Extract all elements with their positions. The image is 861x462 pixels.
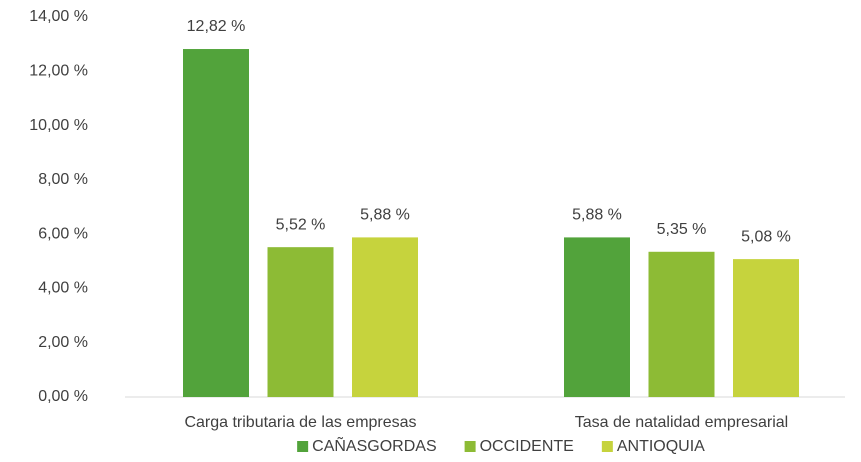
- y-tick-label: 10,00 %: [29, 117, 88, 134]
- y-tick-label: 4,00 %: [38, 280, 88, 297]
- y-tick-label: 12,00 %: [29, 63, 88, 80]
- bar: [733, 259, 799, 397]
- data-label: 5,52 %: [276, 216, 326, 233]
- legend-label: CAÑASGORDAS: [312, 435, 436, 455]
- y-tick-label: 8,00 %: [38, 171, 88, 188]
- legend-label: OCCIDENTE: [480, 438, 574, 455]
- y-tick-label: 14,00 %: [29, 8, 88, 25]
- data-label: 5,88 %: [572, 207, 622, 224]
- legend-swatch: [464, 441, 476, 452]
- legend-swatch: [601, 441, 613, 452]
- legend-swatch: [297, 441, 309, 452]
- y-tick-label: 0,00 %: [38, 388, 88, 405]
- legend-label: ANTIOQUIA: [617, 438, 705, 455]
- x-tick-label: Carga tributaria de las empresas: [184, 414, 416, 431]
- bar: [648, 251, 715, 397]
- data-label: 5,88 %: [360, 207, 410, 224]
- data-label: 5,35 %: [657, 221, 707, 238]
- x-tick-label: Tasa de natalidad empresarial: [575, 414, 788, 431]
- bar: [564, 237, 630, 397]
- y-tick-label: 2,00 %: [38, 334, 88, 351]
- data-label: 5,08 %: [741, 228, 791, 245]
- data-label: 12,82 %: [187, 18, 246, 35]
- bar: [352, 237, 418, 397]
- y-tick-label: 6,00 %: [38, 225, 88, 242]
- bar: [183, 49, 249, 398]
- bar: [267, 247, 334, 397]
